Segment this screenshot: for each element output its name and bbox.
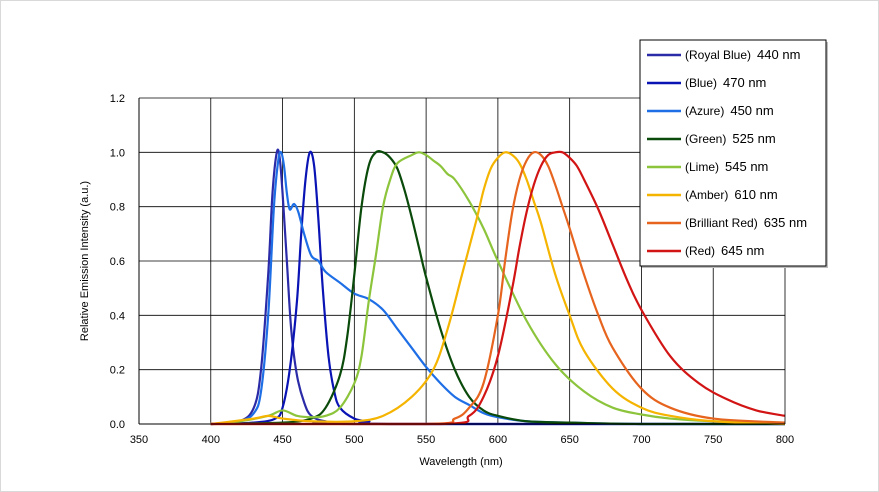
- series-line-6: [210, 150, 786, 426]
- legend-box: [639, 39, 827, 267]
- legend-wavelength: 525 nm: [732, 131, 775, 146]
- series-line-2: [210, 150, 785, 426]
- legend-series-name: (Lime): [685, 160, 719, 174]
- x-tick-label: 600: [489, 434, 507, 446]
- legend-series-name: (Red): [685, 244, 715, 258]
- series-layer: [210, 148, 786, 426]
- y-tick-label: 0.6: [110, 256, 125, 268]
- legend-entry: (Red) 645 nm: [685, 243, 764, 258]
- legend-wavelength: 635 nm: [764, 215, 807, 230]
- legend-entry: (Amber) 610 nm: [685, 187, 778, 202]
- legend-wavelength: 440 nm: [757, 47, 800, 62]
- legend-series-name: (Blue): [685, 76, 717, 90]
- x-tick-label: 500: [345, 434, 363, 446]
- y-tick-label: 1.2: [110, 93, 125, 105]
- legend-entry: (Green) 525 nm: [685, 131, 776, 146]
- y-tick-label: 0.2: [110, 365, 125, 377]
- legend-series-name: (Amber): [685, 188, 728, 202]
- x-tick-label: 650: [560, 434, 578, 446]
- legend-series-name: (Green): [685, 132, 726, 146]
- legend-series-name: (Azure): [685, 104, 724, 118]
- series-line-0: [210, 148, 785, 426]
- y-axis-title: Relative Emission Intensity (a.u.): [79, 181, 91, 341]
- series-line-1: [210, 150, 785, 426]
- x-tick-label: 750: [704, 434, 722, 446]
- x-tick-label: 350: [130, 434, 148, 446]
- legend-entry: (Lime) 545 nm: [685, 159, 768, 174]
- legend: (Royal Blue) 440 nm (Blue) 470 nm (Azure) 450…: [639, 39, 828, 268]
- legend-wavelength: 610 nm: [734, 187, 777, 202]
- series-line-4: [210, 151, 786, 426]
- x-tick-label: 400: [202, 434, 220, 446]
- series-line-5: [210, 151, 786, 426]
- y-tick-label: 0.0: [110, 419, 125, 431]
- x-tick-label: 550: [417, 434, 435, 446]
- legend-wavelength: 450 nm: [730, 103, 773, 118]
- y-tick-label: 1.0: [110, 147, 125, 159]
- series-line-3: [210, 150, 785, 426]
- legend-entry: (Royal Blue) 440 nm: [685, 47, 800, 62]
- legend-series-name: (Brilliant Red): [685, 216, 758, 230]
- x-tick-label: 800: [776, 434, 794, 446]
- legend-wavelength: 470 nm: [723, 75, 766, 90]
- axes: 350 400 450 500 550 600 650 700 750 800 0.0 0.2 0.4 0…: [110, 93, 794, 446]
- x-tick-label: 450: [273, 434, 291, 446]
- x-axis-title: Wavelength (nm): [419, 456, 502, 468]
- legend-wavelength: 545 nm: [725, 159, 768, 174]
- x-tick-label: 700: [632, 434, 650, 446]
- legend-wavelength: 645 nm: [721, 243, 764, 258]
- legend-series-name: (Royal Blue): [685, 48, 751, 62]
- legend-entry: (Blue) 470 nm: [685, 75, 766, 90]
- grid: [139, 97, 785, 424]
- y-tick-label: 0.4: [110, 310, 125, 322]
- series-line-7: [210, 150, 786, 426]
- y-tick-label: 0.8: [110, 202, 125, 214]
- legend-entry: (Brilliant Red) 635 nm: [685, 215, 807, 230]
- legend-entry: (Azure) 450 nm: [685, 103, 774, 118]
